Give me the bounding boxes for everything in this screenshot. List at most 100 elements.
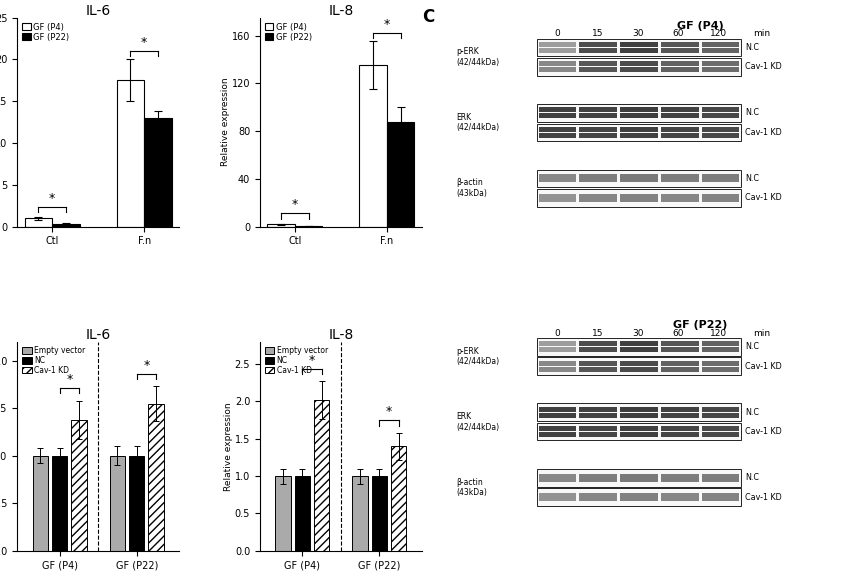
- Bar: [661, 361, 699, 366]
- Bar: [537, 104, 741, 122]
- Bar: [579, 67, 617, 72]
- Bar: [359, 66, 387, 227]
- Bar: [702, 347, 740, 352]
- Bar: [579, 341, 617, 346]
- Y-axis label: Relative expression: Relative expression: [225, 402, 233, 490]
- Bar: [702, 413, 740, 418]
- Bar: [71, 420, 87, 551]
- Bar: [702, 114, 740, 118]
- Text: 15: 15: [592, 29, 603, 38]
- Bar: [579, 114, 617, 118]
- Text: ERK
(42/44kDa): ERK (42/44kDa): [456, 113, 499, 132]
- Text: *: *: [309, 354, 315, 367]
- Text: 120: 120: [710, 329, 727, 338]
- Legend: GF (P4), GF (P22): GF (P4), GF (P22): [22, 22, 70, 43]
- Bar: [620, 432, 658, 437]
- Text: N.C: N.C: [745, 408, 759, 417]
- Bar: [579, 42, 617, 47]
- Legend: GF (P4), GF (P22): GF (P4), GF (P22): [264, 22, 313, 43]
- Bar: [661, 175, 699, 182]
- Bar: [620, 67, 658, 72]
- Bar: [579, 407, 617, 412]
- Bar: [267, 224, 295, 227]
- Bar: [579, 474, 617, 482]
- Bar: [314, 400, 329, 551]
- Bar: [702, 133, 740, 138]
- Bar: [538, 426, 576, 431]
- Bar: [620, 175, 658, 182]
- Text: *: *: [383, 18, 390, 31]
- Text: *: *: [143, 359, 149, 372]
- Bar: [579, 107, 617, 113]
- Bar: [129, 456, 145, 551]
- Bar: [702, 107, 740, 113]
- Bar: [538, 127, 576, 132]
- Text: 60: 60: [673, 329, 684, 338]
- Bar: [702, 175, 740, 182]
- Bar: [702, 407, 740, 412]
- Bar: [620, 48, 658, 53]
- Bar: [579, 432, 617, 437]
- Bar: [538, 67, 576, 72]
- Bar: [538, 493, 576, 501]
- Text: N.C: N.C: [745, 174, 759, 183]
- Text: N.C: N.C: [745, 342, 759, 351]
- Text: Cav-1 KD: Cav-1 KD: [745, 62, 782, 71]
- Bar: [538, 48, 576, 53]
- Text: Cav-1 KD: Cav-1 KD: [745, 427, 782, 436]
- Bar: [702, 62, 740, 66]
- Bar: [538, 407, 576, 412]
- Bar: [579, 127, 617, 132]
- Bar: [661, 474, 699, 482]
- Text: *: *: [386, 405, 392, 418]
- Bar: [537, 488, 741, 506]
- Title: IL-8: IL-8: [329, 4, 354, 18]
- Bar: [661, 341, 699, 346]
- Bar: [702, 432, 740, 437]
- Bar: [661, 42, 699, 47]
- Text: N.C: N.C: [745, 43, 759, 52]
- Bar: [661, 367, 699, 372]
- Bar: [661, 194, 699, 202]
- Bar: [538, 175, 576, 182]
- Text: Cav-1 KD: Cav-1 KD: [745, 493, 782, 502]
- Text: p-ERK
(42/44kDa): p-ERK (42/44kDa): [456, 47, 499, 67]
- Title: IL-6: IL-6: [86, 4, 111, 18]
- Bar: [538, 413, 576, 418]
- Text: 60: 60: [673, 29, 684, 38]
- Bar: [538, 361, 576, 366]
- Text: 30: 30: [632, 29, 643, 38]
- Bar: [537, 189, 741, 206]
- Text: N.C: N.C: [745, 473, 759, 482]
- Bar: [538, 133, 576, 138]
- Bar: [661, 407, 699, 412]
- Bar: [391, 447, 407, 551]
- Text: GF (P22): GF (P22): [674, 321, 727, 331]
- Bar: [538, 114, 576, 118]
- Bar: [620, 361, 658, 366]
- Bar: [579, 493, 617, 501]
- Bar: [538, 347, 576, 352]
- Bar: [702, 367, 740, 372]
- Bar: [579, 426, 617, 431]
- Text: β-actin
(43kDa): β-actin (43kDa): [456, 478, 487, 497]
- Bar: [537, 338, 741, 356]
- Text: *: *: [49, 192, 55, 205]
- Bar: [661, 133, 699, 138]
- Bar: [579, 62, 617, 66]
- Legend: Empty vector, NC, Cav-1 KD: Empty vector, NC, Cav-1 KD: [264, 346, 329, 376]
- Bar: [702, 361, 740, 366]
- Bar: [702, 194, 740, 202]
- Text: *: *: [291, 199, 298, 212]
- Text: 0: 0: [554, 329, 560, 338]
- Bar: [579, 194, 617, 202]
- Bar: [579, 133, 617, 138]
- Text: C: C: [421, 8, 434, 26]
- Bar: [702, 42, 740, 47]
- Text: *: *: [141, 36, 147, 49]
- Bar: [538, 432, 576, 437]
- Bar: [579, 367, 617, 372]
- Bar: [620, 474, 658, 482]
- Bar: [620, 133, 658, 138]
- Bar: [661, 432, 699, 437]
